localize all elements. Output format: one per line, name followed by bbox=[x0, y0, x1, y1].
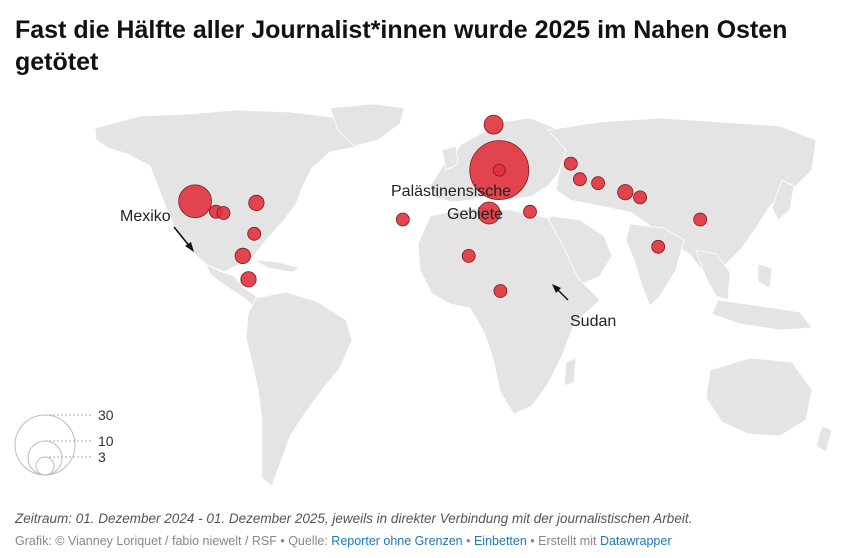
legend-value-10: 10 bbox=[98, 433, 114, 449]
bubble-layer bbox=[178, 114, 708, 298]
land-australia bbox=[705, 357, 813, 437]
land-greenland bbox=[329, 103, 405, 147]
bubble-mali[interactable] bbox=[395, 212, 410, 227]
bubble-dr-kongo[interactable] bbox=[461, 248, 476, 263]
bubble-pakistan[interactable] bbox=[573, 172, 587, 187]
chart-title: Fast die Hälfte aller Journalist*innen w… bbox=[15, 16, 788, 76]
land-uk bbox=[441, 145, 459, 171]
bubble-honduras[interactable] bbox=[216, 206, 231, 220]
land-caribbean bbox=[253, 259, 302, 273]
annotation-sudan-arrowhead bbox=[552, 284, 561, 293]
legend-circle-30 bbox=[14, 414, 76, 476]
land-new-zealand bbox=[815, 425, 833, 453]
bubble-indonesien[interactable] bbox=[651, 239, 666, 254]
bubble-bangladesch[interactable] bbox=[617, 184, 634, 201]
annotation-layer: Mexiko Palästinensische Gebiete Sudan bbox=[120, 183, 616, 330]
bubble-kolumbien[interactable] bbox=[247, 226, 262, 241]
bubble-jemen[interactable] bbox=[523, 204, 537, 219]
legend-value-3: 3 bbox=[98, 449, 106, 465]
datawrapper-link[interactable]: Datawrapper bbox=[599, 534, 672, 548]
bubble-ukraine[interactable] bbox=[483, 114, 504, 135]
byline-credits: Grafik: © Vianney Loriquet / fabio niewe… bbox=[15, 534, 332, 548]
land-se-asia bbox=[695, 249, 731, 301]
chart-byline: Grafik: © Vianney Loriquet / fabio niewe… bbox=[15, 534, 672, 548]
bubble-mexiko[interactable] bbox=[178, 184, 212, 219]
annotation-mexico-label: Mexiko bbox=[120, 208, 171, 225]
land-india bbox=[625, 223, 685, 307]
land-north-america bbox=[94, 109, 373, 273]
land-indonesia bbox=[711, 299, 813, 331]
bubble-myanmar[interactable] bbox=[633, 190, 647, 205]
annotation-mexico-arrowhead bbox=[185, 242, 194, 252]
chart-notes: Zeitraum: 01. Dezember 2024 - 01. Dezemb… bbox=[15, 511, 693, 526]
land-layer bbox=[94, 103, 833, 487]
land-south-america bbox=[245, 291, 353, 487]
bubble-afghanistan[interactable] bbox=[563, 156, 578, 171]
source-link[interactable]: Reporter ohne Grenzen bbox=[331, 534, 463, 548]
bubble-haiti[interactable] bbox=[248, 194, 265, 212]
bubble-philippinen[interactable] bbox=[693, 212, 708, 227]
bubble-peru[interactable] bbox=[240, 271, 257, 288]
bubble-sudan[interactable] bbox=[477, 201, 501, 225]
size-legend: 30 10 3 bbox=[14, 407, 114, 476]
byline-separator: • bbox=[462, 534, 474, 548]
annotation-palestine-label-line1: Palästinensische bbox=[391, 183, 511, 200]
annotation-sudan-label: Sudan bbox=[570, 313, 616, 330]
embed-link[interactable]: Einbetten bbox=[473, 534, 527, 548]
annotation-palestine-label-line2: Gebiete bbox=[447, 206, 503, 223]
land-madagascar bbox=[563, 357, 577, 387]
legend-circle-10 bbox=[27, 440, 63, 476]
bubble-mosambik[interactable] bbox=[493, 284, 508, 298]
world-map: Mexiko Palästinensische Gebiete Sudan 30… bbox=[14, 103, 833, 487]
bubble-palestine-inner-marker bbox=[492, 163, 506, 177]
land-japan bbox=[771, 179, 795, 221]
legend-value-30: 30 bbox=[98, 407, 114, 423]
byline-made-with: • Erstellt mit bbox=[526, 534, 600, 548]
legend-circle-3 bbox=[35, 456, 55, 476]
bubble-indien[interactable] bbox=[591, 176, 605, 190]
land-philippines bbox=[757, 263, 773, 289]
bubble-ecuador[interactable] bbox=[234, 247, 251, 264]
